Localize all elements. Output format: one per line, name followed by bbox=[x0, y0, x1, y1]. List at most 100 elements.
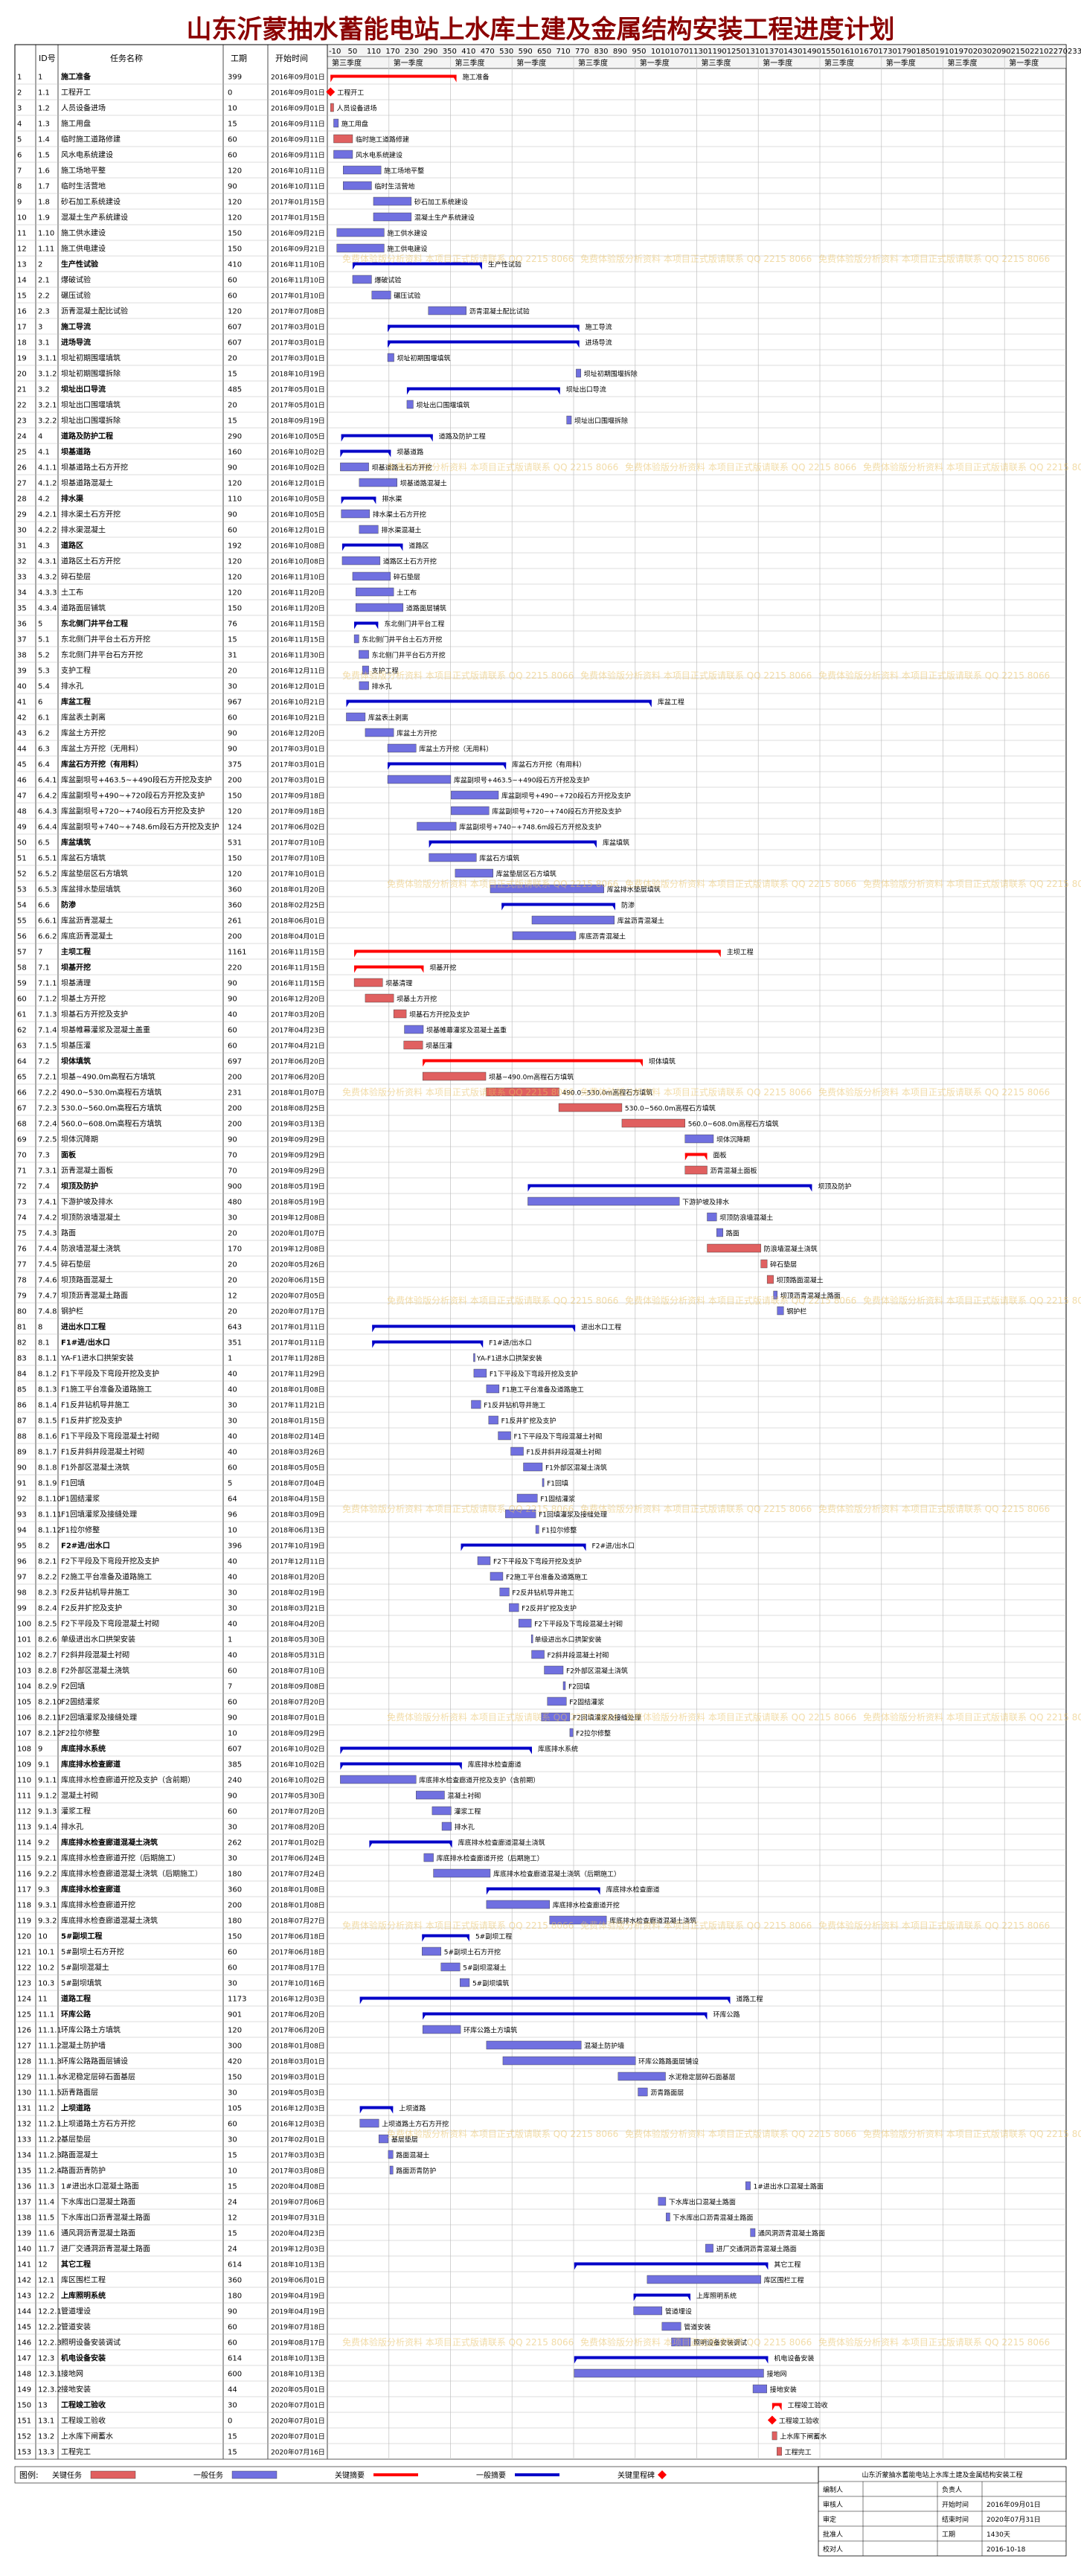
task-duration: 485 bbox=[228, 386, 242, 394]
task-name: 防浪墙混凝土浇筑 bbox=[61, 1244, 121, 1254]
task-name: F2回填 bbox=[61, 1682, 85, 1691]
task-start: 2017年12月11日 bbox=[271, 1557, 325, 1566]
task-start: 2020年07月01日 bbox=[271, 2401, 325, 2410]
task-duration: 90 bbox=[228, 980, 237, 988]
summary-bar-start bbox=[574, 2262, 579, 2270]
task-duration: 1173 bbox=[228, 1996, 246, 2004]
bar-label: 坝址出口围堰填筑 bbox=[416, 401, 469, 410]
task-name: 库底排水检查廊道混凝土浇筑 bbox=[61, 1916, 158, 1926]
summary-bar-start bbox=[388, 324, 393, 333]
task-bar bbox=[389, 2165, 394, 2175]
summary-bar-start bbox=[406, 387, 411, 395]
task-name: 库盆土方开挖 bbox=[61, 728, 106, 738]
row-number: 54 bbox=[17, 902, 27, 910]
summary-bar-end bbox=[373, 621, 379, 629]
watermark-text: 免费体验版分析资料 本项目正式版请联系 QQ 2215 8066 bbox=[818, 1503, 1050, 1514]
task-bar bbox=[488, 1415, 498, 1425]
bar-label: 坝址出口导流 bbox=[566, 385, 606, 394]
task-duration: 60 bbox=[228, 1808, 237, 1816]
bar-label: 1#进出水口混凝土路面 bbox=[754, 2182, 824, 2191]
task-duration: 360 bbox=[228, 2277, 242, 2285]
row-number: 43 bbox=[17, 730, 27, 738]
task-duration: 410 bbox=[228, 261, 242, 269]
bar-label: 库底排水检查廊道开挖 bbox=[553, 1901, 620, 1910]
bar-label: 照明设备安装调试 bbox=[693, 2339, 747, 2348]
task-bar bbox=[527, 1196, 680, 1206]
watermark-text: 免费体验版分析资料 本项目正式版请联系 QQ 2215 8066 bbox=[625, 461, 856, 472]
task-duration: 351 bbox=[228, 1339, 242, 1348]
task-start: 2018年01月15日 bbox=[271, 1417, 325, 1426]
task-start: 2019年07月18日 bbox=[271, 2323, 325, 2332]
summary-bar-end bbox=[477, 262, 482, 270]
task-duration: 40 bbox=[228, 1371, 237, 1379]
bar-label: 下游护坡及排水 bbox=[682, 1198, 729, 1207]
task-start: 2019年09月29日 bbox=[271, 1135, 325, 1144]
task-duration: 262 bbox=[228, 1839, 242, 1848]
quarter-label: 第三季度 bbox=[702, 58, 731, 68]
row-number: 48 bbox=[17, 808, 27, 816]
row-number: 111 bbox=[17, 1792, 31, 1801]
task-id: 11.4 bbox=[38, 2199, 54, 2207]
time-tick-label: 50 bbox=[347, 48, 357, 56]
task-id: 4.1.1 bbox=[38, 464, 57, 472]
bar-label: 施工准备 bbox=[463, 73, 490, 82]
task-start: 2017年02月01日 bbox=[271, 2136, 325, 2144]
task-start: 2017年01月11日 bbox=[271, 1323, 325, 1332]
info-key: 负责人 bbox=[942, 2485, 962, 2494]
task-start: 2019年08月17日 bbox=[271, 2339, 325, 2348]
info-project: 山东沂蒙抽水蓄能电站上水库土建及金属结构安装工程 bbox=[862, 2470, 1022, 2479]
bar-label: 道路区土石方开挖 bbox=[383, 557, 437, 566]
bar-label: 坝址初期围堰拆除 bbox=[584, 370, 638, 379]
task-start: 2016年09月01日 bbox=[271, 89, 325, 97]
summary-bar-end bbox=[419, 965, 424, 973]
task-name: 碎石垫层 bbox=[61, 572, 91, 582]
task-duration: 40 bbox=[228, 1449, 237, 1457]
task-name: F1#进/出水口 bbox=[61, 1338, 110, 1348]
task-id: 5 bbox=[38, 621, 42, 629]
bar-label: 碾压试验 bbox=[394, 292, 420, 301]
task-id: 6.5.1 bbox=[38, 855, 57, 863]
task-start: 2017年05月01日 bbox=[271, 401, 325, 410]
task-start: 2016年12月03日 bbox=[271, 2120, 325, 2129]
task-duration: 420 bbox=[228, 2058, 242, 2066]
row-number: 27 bbox=[17, 480, 27, 488]
task-bar bbox=[576, 368, 581, 378]
task-duration: 150 bbox=[228, 855, 242, 863]
task-start: 2017年07月10日 bbox=[271, 839, 325, 848]
row-number: 46 bbox=[17, 777, 27, 785]
task-duration: 60 bbox=[228, 2324, 237, 2332]
task-name: 坝基压灌 bbox=[61, 1041, 91, 1051]
task-id: 5.2 bbox=[38, 652, 50, 660]
task-start: 2018年04月01日 bbox=[271, 932, 325, 941]
task-start: 2018年05月19日 bbox=[271, 1198, 325, 1207]
task-name: 坝顶路面混凝土 bbox=[61, 1275, 113, 1285]
task-start: 2016年10月02日 bbox=[271, 1760, 325, 1769]
bar-label: F2外部区混凝土浇筑 bbox=[566, 1667, 628, 1676]
task-id: 11.2.3 bbox=[38, 2152, 62, 2160]
task-name: 库底排水检查廊道开挖 bbox=[61, 1900, 135, 1910]
task-duration: 120 bbox=[228, 808, 242, 816]
task-bar bbox=[422, 2025, 461, 2034]
task-name: 灌浆工程 bbox=[61, 1807, 91, 1816]
bar-label: 坝基道路 bbox=[397, 448, 423, 457]
task-duration: 120 bbox=[228, 308, 242, 316]
summary-bar bbox=[388, 762, 507, 766]
task-duration: 901 bbox=[228, 2011, 242, 2019]
row-number: 105 bbox=[17, 1699, 31, 1707]
bar-label: F1外部区混凝土浇筑 bbox=[545, 1464, 607, 1473]
row-number: 128 bbox=[17, 2058, 31, 2066]
row-number: 91 bbox=[17, 1480, 27, 1488]
time-tick-label: 890 bbox=[613, 48, 627, 56]
summary-bar bbox=[340, 449, 391, 453]
task-duration: 385 bbox=[228, 1761, 242, 1769]
task-start: 2017年09月18日 bbox=[271, 807, 325, 816]
task-bar bbox=[666, 2212, 670, 2222]
task-id: 8.1.9 bbox=[38, 1480, 57, 1488]
task-start: 2020年01月07日 bbox=[271, 1229, 325, 1238]
task-bar bbox=[451, 790, 499, 800]
task-start: 2016年12月01日 bbox=[271, 479, 325, 488]
task-start: 2016年10月11日 bbox=[271, 182, 325, 191]
task-start: 2017年11月29日 bbox=[271, 1370, 325, 1379]
task-start: 2018年03月09日 bbox=[271, 1510, 325, 1519]
task-bar bbox=[684, 1165, 708, 1175]
